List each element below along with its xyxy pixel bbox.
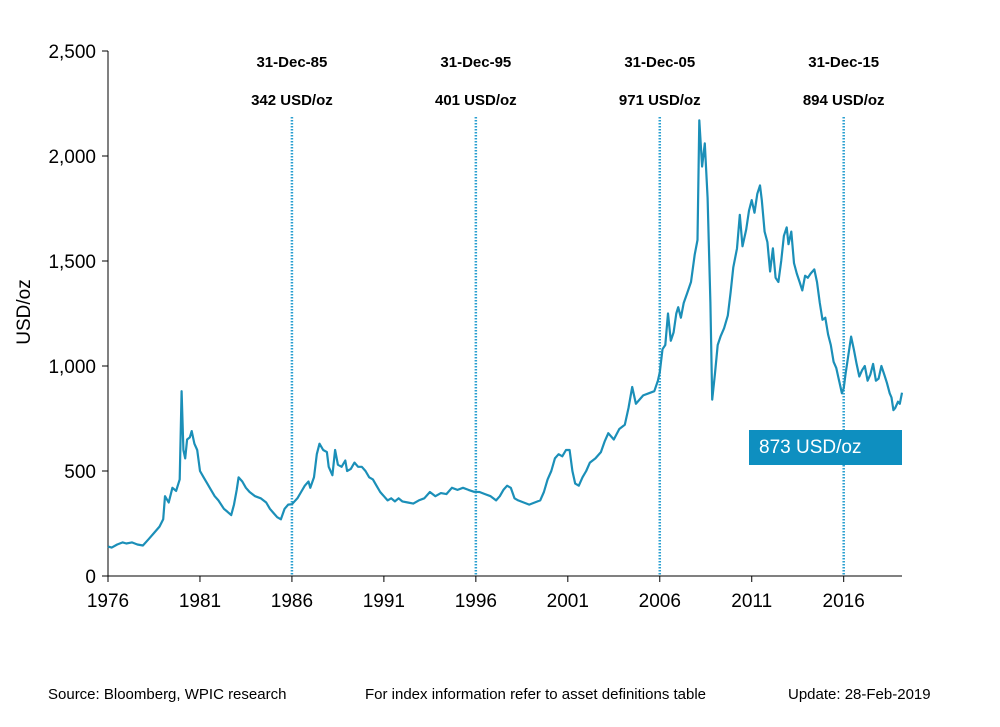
annotation-date: 31-Dec-85 <box>256 54 327 71</box>
x-tick-label: 2016 <box>823 591 865 612</box>
y-tick-label: 2,000 <box>48 147 96 168</box>
y-axis: 0 500 1,000 1,500 2,000 2,500 <box>48 42 109 588</box>
latest-price-callout: 873 USD/oz <box>749 430 902 465</box>
x-tick-label: 1991 <box>363 591 405 612</box>
source-note: Source: Bloomberg, WPIC research <box>48 686 287 703</box>
annotations: 31-Dec-85 342 USD/oz 31-Dec-95 401 USD/oz 31… <box>251 54 885 576</box>
x-tick-label: 2011 <box>731 591 772 612</box>
annotation-price: 894 USD/oz <box>803 92 885 109</box>
annotation-price: 342 USD/oz <box>251 92 333 109</box>
x-tick-label: 1981 <box>179 591 221 612</box>
series-group <box>107 119 904 549</box>
annotation-date: 31-Dec-15 <box>808 54 879 71</box>
update-note: Update: 28-Feb-2019 <box>788 686 931 703</box>
y-tick-label: 1,000 <box>48 357 96 378</box>
x-tick-label: 2006 <box>639 591 681 612</box>
annotation-price: 401 USD/oz <box>435 92 517 109</box>
y-tick-label: 0 <box>85 567 96 588</box>
y-tick-label: 2,500 <box>48 42 96 63</box>
x-axis: 1976 1981 1986 1991 1996 2001 2006 2011 2016 <box>87 575 902 612</box>
series-line <box>107 119 904 549</box>
y-tick-label: 500 <box>64 462 96 483</box>
x-tick-label: 1986 <box>271 591 313 612</box>
x-tick-label: 1976 <box>87 591 129 612</box>
y-tick-label: 1,500 <box>48 252 96 273</box>
index-note: For index information refer to asset def… <box>365 686 707 703</box>
x-tick-label: 2001 <box>547 591 589 612</box>
annotation-price: 971 USD/oz <box>619 92 701 109</box>
annotation-date: 31-Dec-95 <box>440 54 511 71</box>
annotation-date: 31-Dec-05 <box>624 54 695 71</box>
y-axis-title: USD/oz <box>14 279 35 344</box>
x-tick-label: 1996 <box>455 591 497 612</box>
